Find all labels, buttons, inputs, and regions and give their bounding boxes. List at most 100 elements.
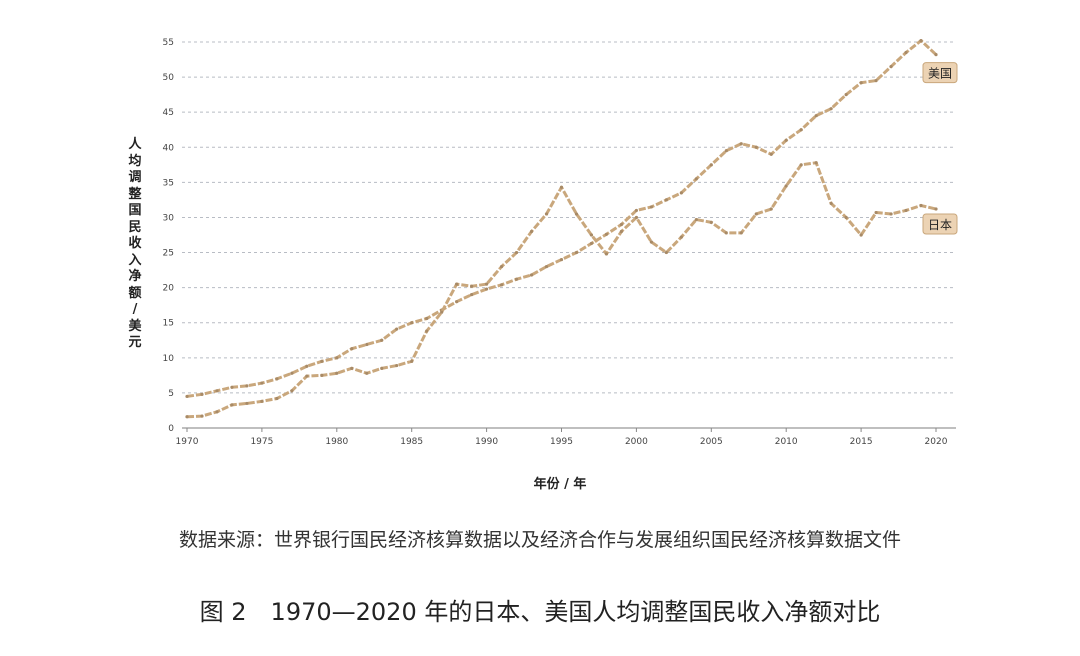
data-point <box>829 107 833 111</box>
data-point <box>559 185 564 189</box>
data-point <box>230 403 234 407</box>
data-point <box>380 366 384 370</box>
data-point <box>604 252 609 256</box>
data-point <box>649 240 653 244</box>
series-label: 日本 <box>928 218 952 232</box>
x-tick-label: 2000 <box>625 437 648 447</box>
data-point <box>470 284 474 288</box>
data-point <box>185 394 189 399</box>
data-point <box>365 371 369 375</box>
data-point <box>290 389 294 393</box>
data-point <box>679 235 683 239</box>
y-tick-label: 50 <box>163 73 175 83</box>
data-source-note: 数据来源：世界银行国民经济核算数据以及经济合作与发展组织国民经济核算数据文件 <box>178 529 901 551</box>
data-point <box>919 38 923 43</box>
y-tick-label: 25 <box>163 249 174 259</box>
data-point <box>245 401 249 406</box>
data-point <box>589 241 594 246</box>
data-point <box>320 359 324 363</box>
data-point <box>619 222 624 227</box>
data-point <box>739 231 743 235</box>
data-point <box>335 371 339 375</box>
data-point <box>290 371 294 375</box>
data-point <box>859 81 863 85</box>
data-point <box>380 338 384 342</box>
data-point <box>739 142 743 146</box>
data-point <box>350 366 354 370</box>
data-point <box>604 232 609 236</box>
data-point <box>814 114 818 118</box>
data-point <box>904 50 908 55</box>
data-point <box>260 381 264 385</box>
data-point <box>574 250 579 255</box>
data-point <box>245 384 249 388</box>
y-tick-label: 55 <box>163 38 174 48</box>
legend-label-box <box>922 62 958 84</box>
y-tick-label: 45 <box>163 108 174 118</box>
data-point <box>619 229 624 234</box>
data-point <box>395 327 399 331</box>
data-point <box>455 282 459 286</box>
data-point <box>679 191 683 195</box>
data-point <box>844 93 848 97</box>
data-point <box>874 79 878 83</box>
data-point <box>230 385 234 389</box>
figure-caption: 图 2 1970—2020 年的日本、美国人均调整国民收入净额对比 <box>199 598 881 626</box>
y-tick-label: 5 <box>168 389 174 399</box>
x-axis-label: 年份 / 年 <box>533 477 587 492</box>
series-line-japan <box>186 161 937 419</box>
data-point <box>589 233 594 237</box>
data-point <box>784 138 788 142</box>
data-point <box>904 208 908 213</box>
data-point <box>784 184 788 188</box>
y-tick-label: 30 <box>163 213 175 223</box>
data-point <box>425 316 429 321</box>
data-point <box>709 220 713 224</box>
x-tick-label: 2020 <box>925 437 948 447</box>
data-point <box>754 145 758 149</box>
x-tick-label: 2005 <box>700 437 723 447</box>
series-label: 美国 <box>928 67 952 81</box>
data-point <box>544 264 549 269</box>
data-point <box>410 359 414 363</box>
y-tick-label: 20 <box>163 284 175 294</box>
data-point <box>724 231 728 235</box>
data-point <box>919 203 923 208</box>
data-point <box>559 257 564 262</box>
data-point <box>485 287 489 291</box>
data-point <box>320 373 324 377</box>
data-point <box>724 149 728 153</box>
x-tick-label: 1990 <box>475 437 498 447</box>
data-point <box>215 410 219 414</box>
x-tick-label: 1975 <box>250 437 273 447</box>
legend-label-box <box>922 213 958 235</box>
x-tick-label: 2010 <box>775 437 798 447</box>
data-point <box>514 250 519 255</box>
data-point <box>185 415 189 419</box>
y-tick-label: 35 <box>163 178 174 188</box>
data-point <box>934 207 938 211</box>
data-point <box>799 163 803 167</box>
data-point <box>859 233 863 237</box>
data-point <box>305 364 309 368</box>
data-point <box>799 128 803 132</box>
data-point <box>814 161 818 165</box>
series-line-usa <box>186 39 938 398</box>
data-point <box>275 396 279 401</box>
data-point <box>889 212 893 216</box>
data-point <box>664 198 668 202</box>
y-tick-label: 15 <box>163 319 174 329</box>
data-point <box>200 414 204 418</box>
data-point <box>260 399 264 403</box>
x-tick-label: 1985 <box>400 437 423 447</box>
data-point <box>215 389 219 393</box>
data-point <box>874 210 878 215</box>
data-point <box>634 215 639 220</box>
data-point <box>529 273 534 277</box>
data-point <box>769 207 773 211</box>
data-point <box>365 342 369 347</box>
data-point <box>544 212 549 216</box>
y-tick-label: 0 <box>168 424 174 434</box>
data-point <box>470 293 474 297</box>
